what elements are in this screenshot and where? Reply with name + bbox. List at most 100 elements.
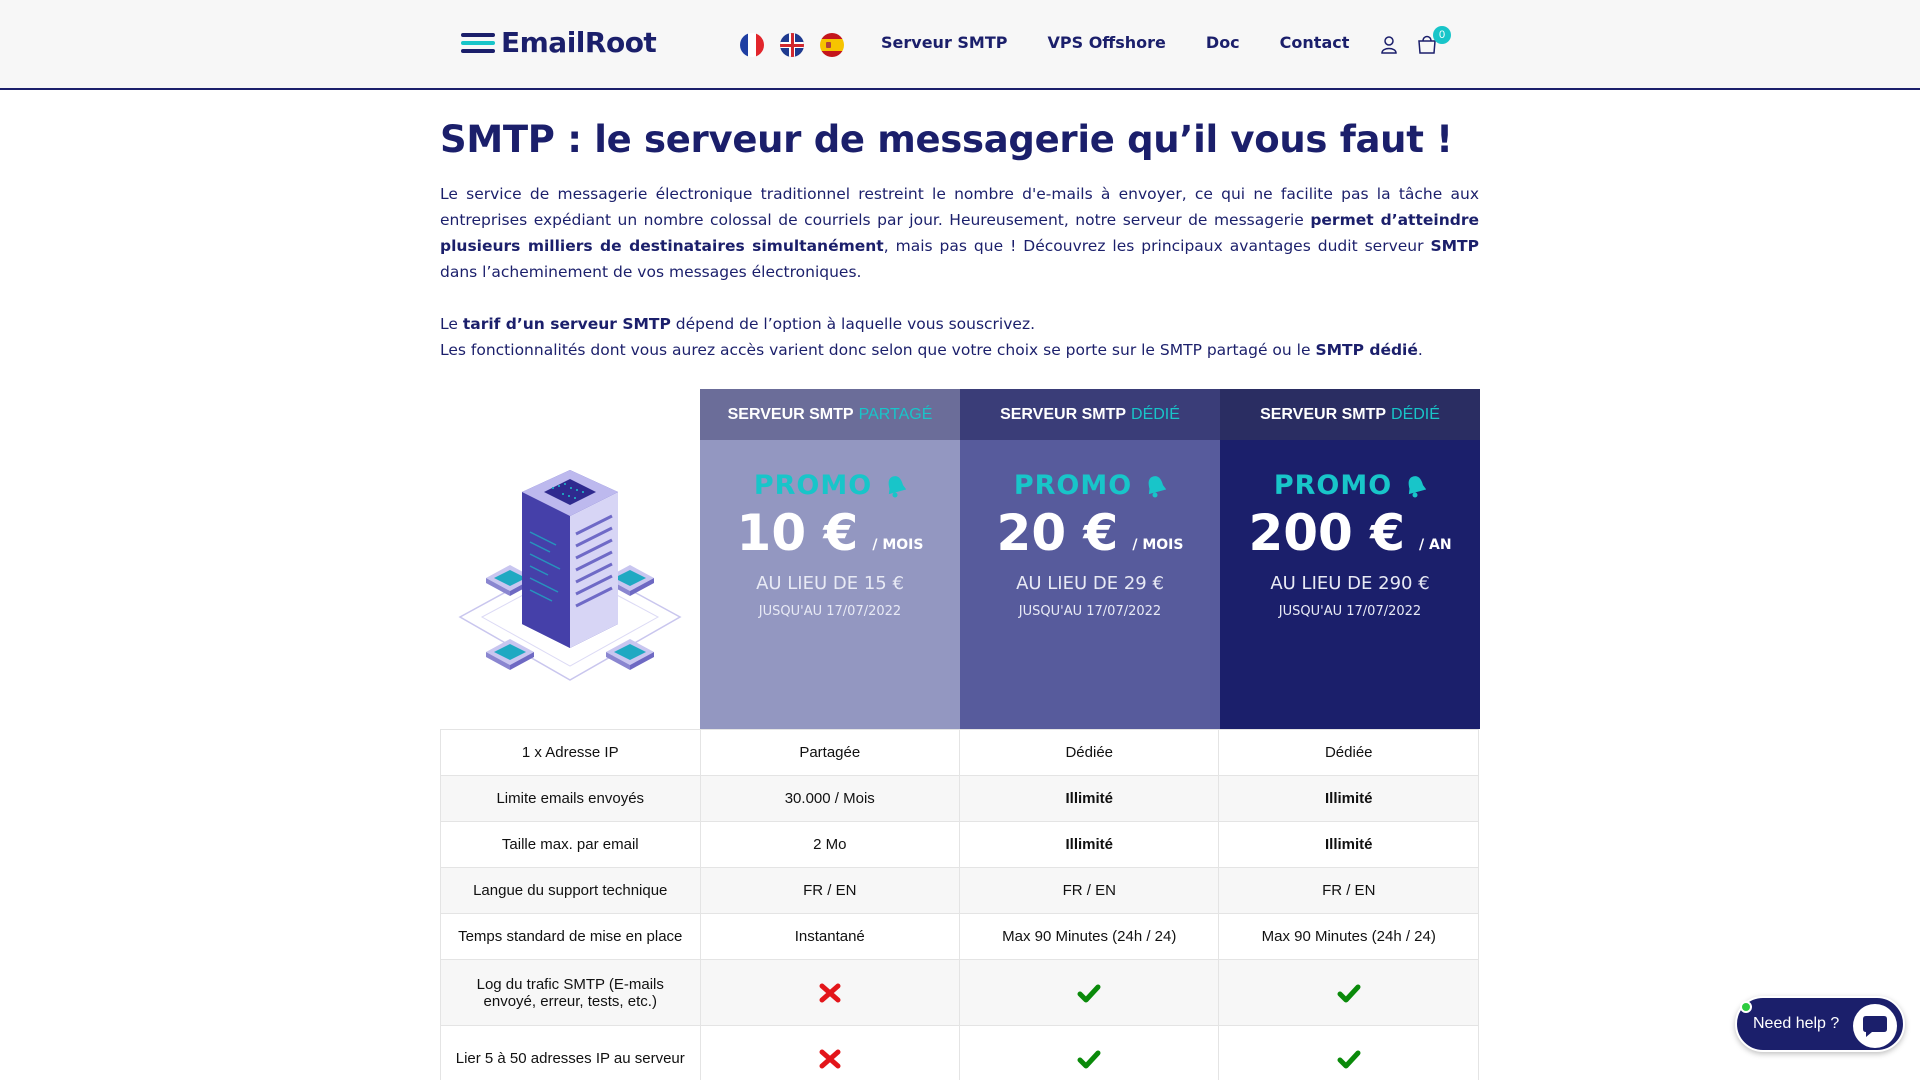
feature-value <box>959 1025 1220 1080</box>
cart-count-badge: 0 <box>1433 26 1451 44</box>
plan-head-label: SERVEUR SMTP <box>1000 405 1127 423</box>
feature-label: Log du trafic SMTP (E-mails envoyé, erre… <box>440 959 701 1026</box>
chat-button[interactable] <box>1853 1004 1897 1048</box>
logo-mark-icon <box>461 32 495 54</box>
page-title: SMTP : le serveur de messagerie qu’il vo… <box>440 118 1453 161</box>
intro-text-2: , mais pas que ! Découvrez les principau… <box>883 237 1431 255</box>
nav-doc[interactable]: Doc <box>1205 33 1240 52</box>
feature-value <box>699 959 961 1026</box>
check-icon <box>1337 984 1361 1002</box>
feature-label: 1 x Adresse IP <box>440 729 701 776</box>
price-value: 20 € <box>996 504 1119 562</box>
check-icon <box>1077 1050 1101 1068</box>
promo-end-date: JUSQU'AU 17/07/2022 <box>1018 604 1162 619</box>
price-row: 10 € / MOIS <box>700 507 960 559</box>
feature-value: Illimité <box>959 775 1220 822</box>
tarif-text-1: Le <box>440 315 463 333</box>
promo-label: PROMO <box>700 440 960 501</box>
feature-value: Illimité <box>1218 775 1479 822</box>
promo-text: PROMO <box>1013 470 1133 501</box>
plan-head-accent: DÉDIÉ <box>1131 405 1180 423</box>
table-row: Limite emails envoyés 30.000 / Mois Illi… <box>440 775 1479 822</box>
feature-value: Illimité <box>1218 821 1479 868</box>
price-period: / MOIS <box>872 537 924 553</box>
tarif-bold-2: SMTP dédié <box>1315 341 1418 359</box>
promo-end-date: JUSQU'AU 17/07/2022 <box>1278 604 1422 619</box>
check-icon <box>1077 984 1101 1002</box>
promo-label: PROMO <box>1220 440 1480 501</box>
flag-uk-icon[interactable] <box>780 33 804 57</box>
plan-smtp-dedie-mensuel[interactable]: SERVEUR SMTP DÉDIÉ PROMO 20 € / MOIS AU L… <box>960 389 1220 729</box>
price-period: / AN <box>1419 537 1452 553</box>
feature-label: Lier 5 à 50 adresses IP au serveur <box>440 1025 701 1080</box>
feature-value: 30.000 / Mois <box>699 775 961 822</box>
feature-value: Dédiée <box>1218 729 1479 776</box>
nav-serveur-smtp[interactable]: Serveur SMTP <box>881 33 1008 52</box>
feature-value <box>959 959 1220 1026</box>
chat-bubble-icon <box>1863 1016 1887 1037</box>
plan-body: PROMO 20 € / MOIS AU LIEU DE 29 € JUSQU'… <box>960 440 1220 729</box>
tarif-text-2: dépend de l’option à laquelle vous sousc… <box>670 315 1036 333</box>
feature-value <box>1218 1025 1479 1080</box>
intro-text-1: Le service de messagerie électronique tr… <box>440 185 1479 229</box>
price-row: 200 € / AN <box>1220 507 1480 559</box>
price-row: 20 € / MOIS <box>960 507 1220 559</box>
plan-body: PROMO 10 € / MOIS AU LIEU DE 15 € JUSQU'… <box>700 440 960 729</box>
feature-label: Limite emails envoyés <box>440 775 701 822</box>
features-table: 1 x Adresse IP Partagée Dédiée Dédiée Li… <box>440 729 1479 1080</box>
bell-icon <box>1148 475 1167 497</box>
old-price: AU LIEU DE 29 € <box>1016 573 1164 594</box>
feature-value: Dédiée <box>959 729 1220 776</box>
table-row: Lier 5 à 50 adresses IP au serveur <box>440 1025 1479 1080</box>
check-icon <box>1337 1050 1361 1068</box>
logo-text: EmailRoot <box>501 26 657 59</box>
plan-smtp-partage[interactable]: SERVEUR SMTP PARTAGÉ PROMO 10 € / MOIS AU… <box>700 389 960 729</box>
plan-body: PROMO 200 € / AN AU LIEU DE 290 € JUSQU'… <box>1220 440 1480 729</box>
plan-head-label: SERVEUR SMTP <box>1260 405 1387 423</box>
feature-value: FR / EN <box>699 867 961 914</box>
bell-icon <box>1408 475 1427 497</box>
promo-text: PROMO <box>1273 470 1393 501</box>
feature-label: Temps standard de mise en place <box>440 913 701 960</box>
server-illustration-icon <box>458 470 682 681</box>
feature-value: Instantané <box>699 913 961 960</box>
table-row: Taille max. par email 2 Mo Illimité Illi… <box>440 821 1479 868</box>
bell-icon <box>888 475 907 497</box>
promo-label: PROMO <box>960 440 1220 501</box>
feature-value: Max 90 Minutes (24h / 24) <box>959 913 1220 960</box>
promo-text: PROMO <box>753 470 873 501</box>
flag-es-icon[interactable] <box>820 33 844 57</box>
feature-value: 2 Mo <box>699 821 961 868</box>
main-nav: Serveur SMTP VPS Offshore Doc Contact <box>881 33 1389 52</box>
plan-smtp-dedie-annuel[interactable]: SERVEUR SMTP DÉDIÉ PROMO 200 € / AN AU LI… <box>1220 389 1480 729</box>
plan-header: SERVEUR SMTP DÉDIÉ <box>960 389 1220 440</box>
intro-bold-2: SMTP <box>1430 237 1479 255</box>
cross-icon <box>819 983 841 1002</box>
intro-text-3: dans l’acheminement de vos messages élec… <box>440 263 862 281</box>
intro-bold-1: permet d’atteindre plusieurs milliers de… <box>440 211 1479 255</box>
user-icon[interactable] <box>1381 36 1397 54</box>
table-row: Log du trafic SMTP (E-mails envoyé, erre… <box>440 959 1479 1026</box>
tarif-text-3: Les fonctionnalités dont vous aurez accè… <box>440 341 1316 359</box>
nav-vps-offshore[interactable]: VPS Offshore <box>1047 33 1166 52</box>
price-value: 10 € <box>736 504 859 562</box>
plan-head-label: SERVEUR SMTP <box>727 405 854 423</box>
price-period: / MOIS <box>1132 537 1184 553</box>
help-chat-widget[interactable]: Need help ? <box>1735 996 1905 1052</box>
old-price: AU LIEU DE 15 € <box>756 573 904 594</box>
plan-header: SERVEUR SMTP PARTAGÉ <box>700 389 960 440</box>
nav-contact[interactable]: Contact <box>1279 33 1350 52</box>
feature-value: Max 90 Minutes (24h / 24) <box>1218 913 1479 960</box>
help-label[interactable]: Need help ? <box>1753 1015 1840 1032</box>
flag-fr-icon[interactable] <box>740 33 764 57</box>
table-row: 1 x Adresse IP Partagée Dédiée Dédiée <box>440 729 1479 776</box>
feature-value: Partagée <box>699 729 961 776</box>
tarif-text-4: . <box>1417 341 1423 359</box>
site-logo[interactable]: EmailRoot <box>461 26 657 59</box>
plan-head-accent: PARTAGÉ <box>858 405 933 423</box>
feature-label: Taille max. par email <box>440 821 701 868</box>
tarif-bold-1[interactable]: tarif d’un serveur SMTP <box>462 315 671 333</box>
cart-icon[interactable] <box>1416 33 1438 55</box>
plan-head-accent: DÉDIÉ <box>1391 405 1440 423</box>
promo-end-date: JUSQU'AU 17/07/2022 <box>758 604 902 619</box>
